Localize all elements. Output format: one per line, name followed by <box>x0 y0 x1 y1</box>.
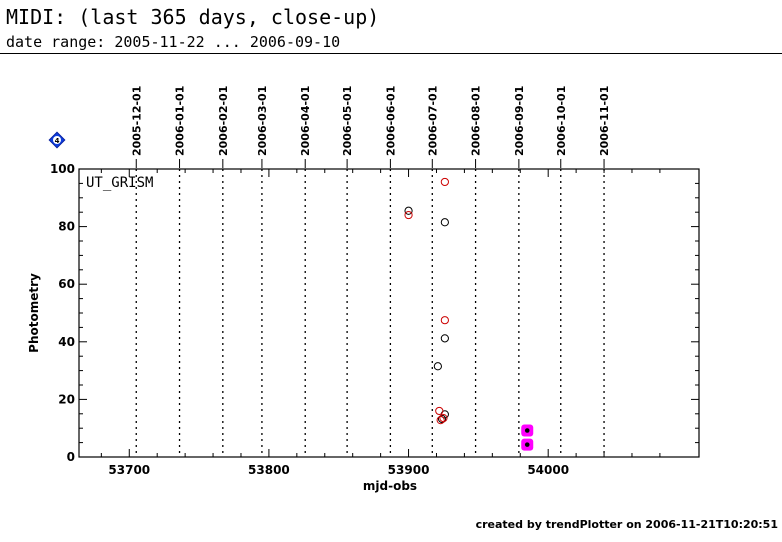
footer-credit: created by trendPlotter on 2006-11-21T10… <box>475 518 778 531</box>
date-label: 2006-05-01 <box>341 86 354 156</box>
data-point <box>440 334 449 343</box>
x-tick-label: 53900 <box>388 463 430 477</box>
data-point <box>440 218 449 227</box>
data-point <box>433 362 442 371</box>
badge-icon: 4 <box>48 131 66 149</box>
date-label: 2006-11-01 <box>598 86 611 156</box>
x-axis-label: mjd-obs <box>363 479 417 493</box>
y-tick-label: 40 <box>58 335 75 349</box>
date-label: 2006-04-01 <box>299 86 312 156</box>
data-point <box>437 414 447 424</box>
data-points <box>404 177 534 451</box>
x-tick-label: 54000 <box>527 463 569 477</box>
x-tick-label: 53800 <box>248 463 290 477</box>
data-point <box>435 406 444 416</box>
date-label: 2006-02-01 <box>217 86 230 156</box>
y-axis-label: Photometry <box>27 273 41 353</box>
date-label: 2006-10-01 <box>555 86 568 156</box>
x-tick-label: 53700 <box>108 463 150 477</box>
date-label: 2005-12-01 <box>130 86 143 156</box>
data-point <box>440 177 449 187</box>
date-labels: 2005-12-01 2006-01-01 2006-02-01 2006-03-01… <box>130 86 611 156</box>
data-point <box>439 414 448 423</box>
data-point <box>440 316 449 325</box>
panel-label: UT_GRISM <box>86 175 153 191</box>
y-tick-label: 80 <box>58 220 75 234</box>
plot-frame <box>78 168 700 458</box>
header-divider <box>0 53 782 54</box>
data-point <box>404 206 413 215</box>
data-point <box>524 428 530 433</box>
date-range-subtitle: date range: 2005-11-22 ... 2006-09-10 <box>6 33 341 51</box>
y-tick-label: 60 <box>58 277 75 291</box>
page-title: MIDI: (last 365 days, close-up) <box>6 5 380 29</box>
axis-ticks: 53700 53800 53900 54000 0 20 40 60 80 100 <box>50 162 699 477</box>
data-point <box>524 442 530 447</box>
badge-number: 4 <box>55 137 60 145</box>
date-label: 2006-03-01 <box>256 86 269 156</box>
date-label: 2006-01-01 <box>174 86 187 156</box>
y-tick-label: 0 <box>67 450 75 464</box>
data-point <box>404 210 413 220</box>
data-point <box>436 416 445 425</box>
date-label: 2006-08-01 <box>470 86 483 156</box>
date-label: 2006-07-01 <box>426 86 439 156</box>
date-label: 2006-09-01 <box>513 86 526 156</box>
date-gridlines <box>135 159 605 457</box>
y-tick-label: 20 <box>58 392 75 406</box>
date-label: 2006-06-01 <box>384 86 397 156</box>
y-tick-label: 100 <box>50 162 75 176</box>
